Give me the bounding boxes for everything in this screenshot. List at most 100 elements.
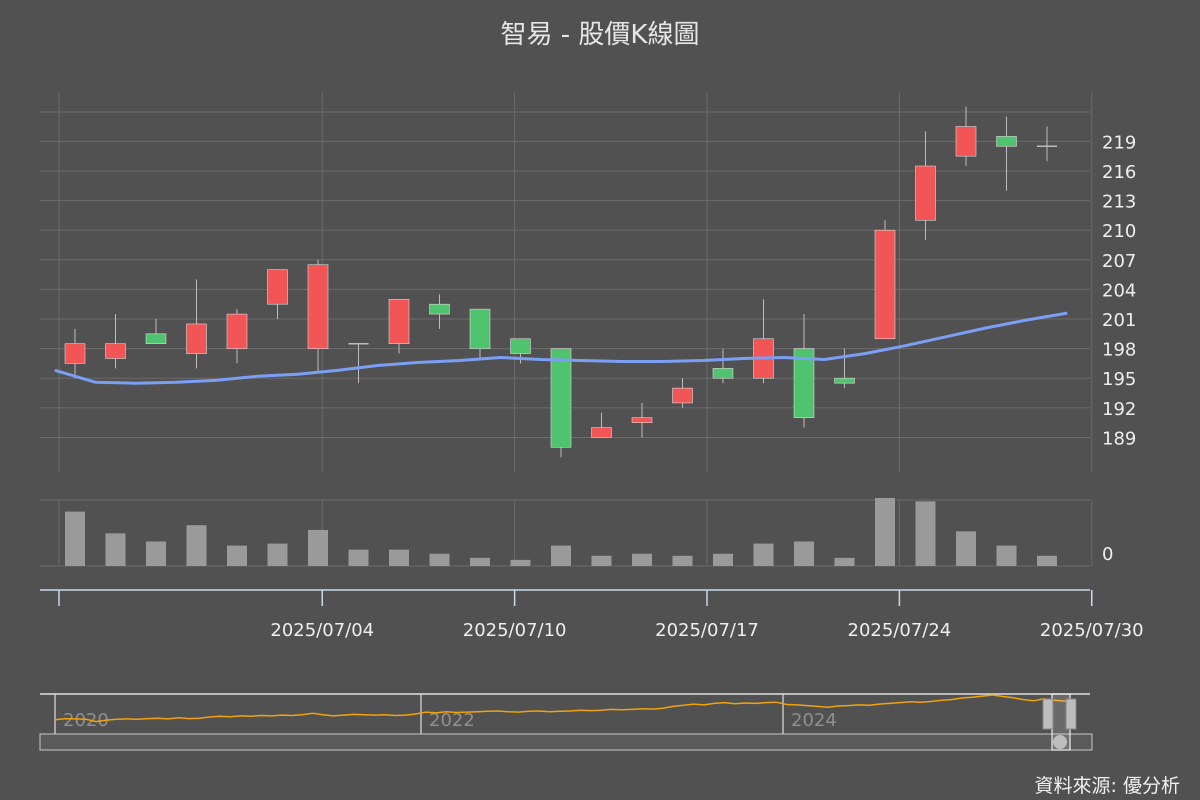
- volume-bar: [956, 531, 976, 566]
- candle: [712, 348, 734, 384]
- navigator-series-line: [54, 694, 1076, 723]
- candle: [793, 314, 815, 428]
- candle: [186, 279, 207, 369]
- candle: [388, 298, 410, 354]
- candle: [915, 131, 936, 241]
- candle-body: [64, 343, 86, 364]
- x-tick-label: 2025/07/10: [463, 620, 567, 641]
- candle-body: [388, 298, 410, 344]
- volume-bars: [65, 498, 1057, 566]
- data-source-label: 資料來源: 優分析: [1034, 775, 1180, 797]
- navigator-handle-right: [1065, 698, 1077, 730]
- candle-body: [226, 313, 248, 349]
- volume-bar: [65, 511, 85, 566]
- candle-body: [186, 323, 207, 354]
- candle-body: [591, 427, 612, 438]
- price-tick-label: 219: [1102, 132, 1136, 153]
- volume-bar: [713, 553, 733, 566]
- candle: [996, 116, 1017, 191]
- candle: [348, 342, 369, 384]
- candle-body: [105, 343, 126, 359]
- volume-bar: [753, 543, 774, 566]
- volume-bar: [551, 545, 571, 566]
- volume-tick-label: 0: [1102, 544, 1113, 565]
- moving-average-line: [54, 311, 1068, 385]
- price-tick-label: 204: [1102, 280, 1136, 301]
- x-tick-label: 2025/07/17: [655, 620, 759, 641]
- candle-body: [793, 348, 815, 419]
- navigator-scroll-thumb: [1053, 735, 1067, 749]
- candle: [64, 328, 86, 379]
- candle-body: [955, 126, 977, 157]
- candle-body: [145, 333, 167, 344]
- volume-bar: [389, 549, 409, 566]
- candle: [591, 412, 612, 438]
- price-tick-label: 210: [1102, 221, 1136, 242]
- volume-bar: [915, 501, 936, 566]
- volume-bar: [794, 541, 814, 566]
- volume-bar: [1037, 555, 1057, 566]
- candle: [672, 378, 693, 408]
- navigator-year-label: 2024: [791, 710, 837, 731]
- candle: [145, 319, 167, 344]
- price-tick-label: 189: [1102, 428, 1136, 449]
- volume-bar: [186, 525, 207, 566]
- price-tick-label: 201: [1102, 310, 1136, 331]
- candle: [550, 348, 572, 458]
- navigator-range-selector: [1042, 693, 1077, 751]
- volume-bar: [470, 557, 490, 566]
- candle: [874, 220, 896, 340]
- volume-bar: [672, 555, 693, 566]
- candle-body: [712, 368, 734, 379]
- volume-bar: [510, 559, 531, 566]
- volume-bar: [227, 545, 247, 566]
- candle-body: [631, 417, 653, 423]
- volume-bar: [996, 545, 1017, 566]
- candle-body: [996, 136, 1017, 147]
- candle: [429, 294, 450, 329]
- price-tick-label: 207: [1102, 251, 1136, 272]
- candle: [1037, 126, 1057, 162]
- navigator-year-label: 2020: [63, 710, 109, 731]
- candle-body: [915, 165, 936, 221]
- candle-body: [307, 264, 329, 349]
- volume-bar: [105, 533, 126, 566]
- price-tick-label: 192: [1102, 399, 1136, 420]
- candle-body: [874, 229, 896, 340]
- volume-bar: [308, 529, 328, 566]
- volume-bar: [429, 553, 450, 566]
- candle-body: [469, 308, 491, 349]
- x-tick-label: 2025/07/04: [270, 620, 374, 641]
- candle-body: [267, 269, 288, 305]
- x-tick-label: 2025/07/30: [1040, 620, 1144, 641]
- chart-title: 智易 - 股價K線圖: [500, 20, 700, 50]
- volume-bar: [146, 541, 166, 566]
- candle: [955, 106, 977, 167]
- candle-body: [429, 303, 450, 315]
- price-tick-label: 216: [1102, 162, 1136, 183]
- volume-bar: [348, 549, 369, 566]
- candle: [510, 338, 531, 364]
- candle: [307, 259, 329, 374]
- candlesticks: [64, 106, 1057, 458]
- candle: [469, 308, 491, 359]
- price-tick-label: 198: [1102, 340, 1136, 361]
- navigator-scrollbar: [39, 733, 1093, 751]
- candle: [226, 309, 248, 364]
- volume-bar: [834, 557, 855, 566]
- volume-bar: [632, 553, 652, 566]
- candle: [753, 299, 774, 384]
- candle: [631, 402, 653, 438]
- candle-body: [834, 377, 855, 384]
- x-tick-label: 2025/07/24: [848, 620, 952, 641]
- price-tick-label: 195: [1102, 369, 1136, 390]
- price-tick-label: 213: [1102, 192, 1136, 213]
- candle-body: [672, 387, 693, 404]
- candle-body: [550, 348, 572, 448]
- navigator-handle-left: [1042, 698, 1054, 730]
- volume-bar: [875, 498, 895, 566]
- volume-bar: [591, 555, 612, 566]
- candle: [105, 314, 126, 369]
- navigator-year-label: 2022: [429, 710, 475, 731]
